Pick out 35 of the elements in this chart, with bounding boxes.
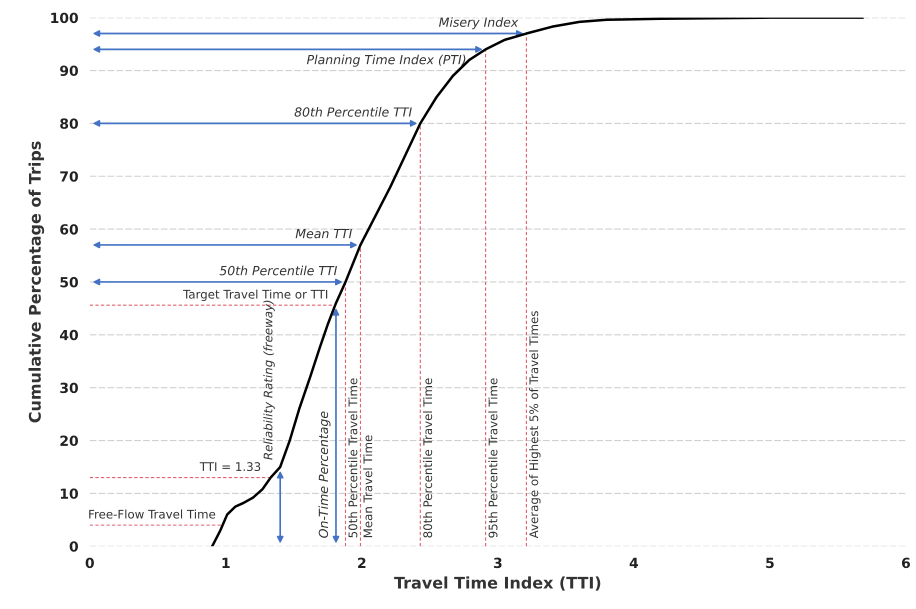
x-tick-label: 6: [902, 558, 910, 568]
x-tick-label: 1: [222, 558, 230, 568]
x-tick-label: 5: [766, 558, 774, 568]
annotation: Misery Index: [438, 17, 518, 30]
y-tick-label: 50: [60, 276, 78, 288]
x-tick-label: 3: [494, 558, 502, 568]
x-tick-label: 0: [86, 558, 94, 568]
ref-line-label: Free-Flow Travel Time: [89, 509, 216, 519]
y-tick-label: 0: [70, 541, 78, 552]
ref-line-label: Target Travel Time or TTI: [183, 290, 328, 301]
y-tick-label: 80: [60, 118, 78, 129]
y-tick-label: 60: [60, 224, 78, 235]
annotation: Planning Time Index (PTI): [306, 54, 466, 67]
annotation: 80th Percentile TTI: [294, 107, 412, 117]
x-tick-label: 4: [630, 558, 638, 568]
ref-line-label: 80th Percentile Travel Time: [423, 378, 432, 538]
annotation: On-Time Percentage: [318, 412, 331, 538]
x-axis-title: Travel Time Index (TTI): [394, 576, 600, 591]
y-axis-title: Cumulative Percentage of Trips: [28, 141, 44, 422]
ref-line-label: Mean Travel Time: [363, 435, 372, 538]
annotation: TTI = 1.33: [200, 462, 260, 472]
annotation: Mean TTI: [296, 229, 352, 238]
ref-line-label: Average of Highest 5% of Travel Times: [529, 311, 541, 538]
y-tick-label: 100: [51, 12, 78, 24]
x-tick-label: 2: [358, 558, 366, 568]
y-tick-label: 20: [60, 436, 78, 446]
y-tick-label: 70: [60, 171, 78, 182]
y-tick-label: 30: [60, 382, 78, 394]
y-tick-label: 40: [60, 330, 78, 340]
annotation: Reliability Rating (freeway): [263, 300, 275, 460]
ref-line-label: 50th Percentile Travel Time: [348, 378, 358, 538]
annotation: 50th Percentile TTI: [220, 266, 338, 276]
y-tick-label: 10: [60, 488, 78, 499]
ref-line-label: 95th Percentile Travel Time: [488, 378, 498, 538]
y-tick-label: 90: [60, 65, 78, 76]
